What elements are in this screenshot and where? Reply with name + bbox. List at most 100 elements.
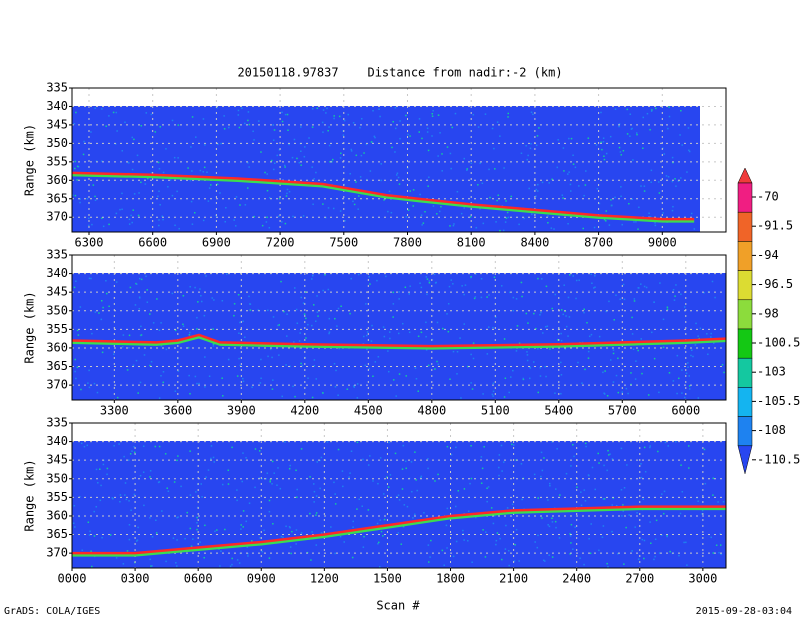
speckle <box>260 151 262 153</box>
speckle <box>106 467 109 470</box>
speckle <box>272 124 275 126</box>
speckle <box>285 195 288 197</box>
speckle <box>469 482 471 485</box>
speckle <box>500 444 503 447</box>
speckle <box>202 170 205 173</box>
speckle <box>581 382 583 384</box>
speckle <box>79 496 81 498</box>
x-tick-label: 4500 <box>354 404 383 418</box>
speckle <box>176 565 178 567</box>
speckle <box>533 361 535 363</box>
speckle <box>231 446 233 449</box>
speckle <box>562 197 564 199</box>
speckle <box>236 489 238 491</box>
speckle <box>72 194 74 196</box>
speckle <box>233 314 235 317</box>
speckle <box>279 487 282 490</box>
speckle <box>557 339 559 341</box>
speckle <box>330 526 332 528</box>
speckle <box>366 331 369 333</box>
speckle <box>396 172 399 174</box>
y-tick-label: 345 <box>46 117 68 131</box>
speckle <box>138 297 141 299</box>
speckle <box>535 188 538 191</box>
speckle <box>631 316 633 319</box>
speckle <box>474 296 477 298</box>
speckle <box>311 166 313 168</box>
speckle <box>332 207 335 210</box>
speckle <box>521 498 523 501</box>
speckle <box>102 225 105 228</box>
speckle <box>162 371 165 373</box>
speckle <box>538 127 540 129</box>
x-tick-label: 0900 <box>247 572 276 586</box>
colorbar-box <box>737 241 753 271</box>
speckle <box>587 137 590 139</box>
speckle <box>373 135 376 138</box>
speckle <box>301 364 304 367</box>
speckle <box>549 484 551 487</box>
speckle <box>196 328 198 330</box>
speckle <box>204 356 206 358</box>
speckle <box>91 332 93 335</box>
speckle <box>608 224 611 226</box>
speckle <box>369 455 371 457</box>
speckle <box>584 184 587 186</box>
speckle <box>687 362 689 364</box>
speckle <box>536 190 539 192</box>
speckle <box>518 342 521 345</box>
speckle <box>242 377 244 380</box>
speckle <box>488 294 490 296</box>
speckle <box>95 506 98 508</box>
speckle <box>331 158 334 161</box>
speckle <box>641 372 643 375</box>
speckle <box>650 110 653 112</box>
speckle <box>342 485 344 488</box>
speckle <box>424 210 426 213</box>
speckle <box>640 185 642 187</box>
speckle <box>305 317 307 320</box>
speckle <box>290 552 292 555</box>
speckle <box>462 529 464 532</box>
speckle <box>361 505 363 507</box>
speckle <box>533 312 535 315</box>
speckle <box>300 296 303 299</box>
speckle <box>337 307 340 310</box>
y-tick-label: 350 <box>46 136 68 150</box>
speckle <box>627 392 629 395</box>
speckle <box>580 504 583 507</box>
speckle <box>278 149 281 151</box>
speckle <box>94 311 97 313</box>
speckle <box>408 293 410 295</box>
speckle <box>687 366 689 368</box>
speckle <box>315 171 317 174</box>
speckle <box>464 284 467 286</box>
speckle <box>123 455 125 458</box>
speckle <box>370 340 373 342</box>
speckle <box>617 552 619 555</box>
speckle <box>405 216 408 218</box>
speckle <box>213 461 215 463</box>
speckle <box>319 487 321 490</box>
speckle <box>411 490 413 493</box>
speckle <box>372 480 374 482</box>
speckle <box>503 461 505 463</box>
speckle <box>449 378 451 380</box>
speckle <box>171 119 174 122</box>
speckle <box>568 171 570 173</box>
speckle <box>249 309 252 311</box>
speckle <box>486 500 488 503</box>
speckle <box>172 537 175 539</box>
speckle <box>296 322 299 324</box>
speckle <box>588 335 591 338</box>
speckle <box>392 291 395 294</box>
speckle <box>578 279 580 282</box>
speckle <box>415 378 418 380</box>
speckle <box>585 445 587 448</box>
speckle <box>414 451 416 453</box>
speckle <box>446 313 448 315</box>
speckle <box>300 164 302 166</box>
speckle <box>570 542 572 544</box>
speckle <box>137 392 139 394</box>
speckle <box>623 487 626 489</box>
